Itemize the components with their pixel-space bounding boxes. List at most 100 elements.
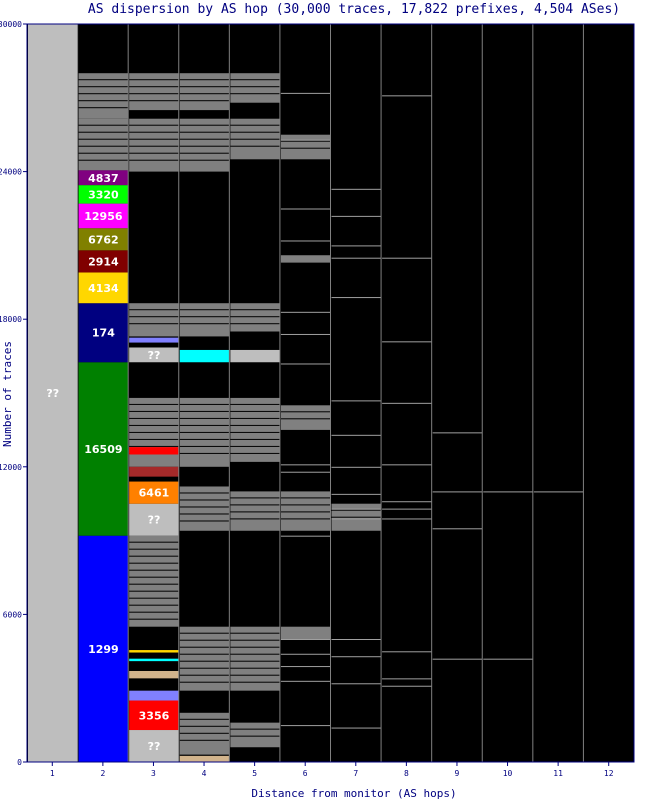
other-as-stripe (179, 138, 230, 140)
other-as-stripe (129, 424, 179, 426)
other-as-stripe (230, 145, 280, 147)
as-segment-hop3 (129, 466, 179, 477)
segment-label: 174 (92, 327, 115, 340)
segment-label: 1299 (88, 643, 119, 656)
other-as-stripe (230, 410, 280, 412)
other-as-stripe (129, 124, 179, 126)
other-as-stripe (230, 138, 280, 140)
as-boundary-line (280, 639, 331, 640)
as-segment-hop3 (129, 337, 179, 343)
as-segment-hop2-as-3320 (78, 185, 129, 204)
y-tick-label: 6000 (3, 610, 22, 619)
other-as-stripe (179, 131, 230, 133)
other-as-stripe (280, 418, 331, 420)
segment-label: 4837 (88, 172, 119, 185)
x-tick-label: 5 (252, 769, 257, 778)
bars-group (28, 24, 584, 762)
as-segment-hop3 (129, 658, 179, 662)
x-tick-label: 4 (202, 769, 207, 778)
y-tick-label: 18000 (0, 315, 22, 324)
other-as-stripe (230, 728, 280, 730)
other-as-stripe (129, 445, 179, 447)
as-segment-hop2-as-4837 (78, 170, 129, 186)
as-boundary-line (331, 245, 382, 247)
as-boundary-line (432, 432, 483, 434)
other-as-stripe (78, 131, 129, 133)
other-as-stripe (179, 492, 230, 494)
other-as-block-hop3 (129, 303, 179, 337)
other-as-stripe (280, 147, 331, 149)
other-as-stripe (78, 145, 129, 147)
other-as-stripe (230, 309, 280, 311)
as-segment-hop3-as-unknownunknown (129, 347, 179, 363)
other-as-stripe (280, 140, 331, 142)
other-as-block-hop4 (179, 303, 230, 337)
other-as-stripe (230, 79, 280, 81)
x-tick-label: 3 (151, 769, 156, 778)
other-as-block-hop6 (280, 626, 331, 639)
as-boundary-line (280, 471, 331, 473)
other-as-stripe (179, 653, 230, 655)
as-boundary-line (432, 528, 483, 530)
y-tick-label: 30000 (0, 20, 22, 29)
as-segment-hop3 (129, 650, 179, 653)
other-as-stripe (230, 667, 280, 669)
as-segment-hop5 (230, 349, 280, 363)
other-as-stripe (179, 424, 230, 426)
segment-label: 2914 (88, 255, 119, 268)
as-segment-hop4 (179, 349, 230, 363)
as-boundary-line (280, 666, 331, 668)
other-as-stripe (78, 79, 129, 81)
other-as-stripe (230, 681, 280, 683)
other-as-block-hop4 (179, 118, 230, 172)
other-as-stripe (129, 86, 179, 88)
as-boundary-line (382, 508, 432, 510)
other-as-stripe (129, 100, 179, 102)
as-segment-hop2-as-6762 (78, 228, 129, 251)
as-boundary-line (331, 683, 382, 685)
as-boundary-line (280, 240, 331, 242)
as-boundary-line (382, 501, 432, 503)
x-tick-label: 2 (100, 769, 105, 778)
as-boundary-line (331, 297, 382, 299)
other-as-stripe (129, 548, 179, 550)
other-as-stripe (129, 159, 179, 161)
as-boundary-line (382, 464, 432, 466)
x-tick-label: 1 (50, 769, 55, 778)
other-as-stripe (230, 124, 280, 126)
other-as-block-hop5 (230, 491, 280, 531)
other-as-block-hop4 (179, 73, 230, 111)
other-as-block-hop6 (280, 134, 331, 160)
other-as-stripe (230, 511, 280, 513)
other-as-stripe (129, 131, 179, 133)
other-as-stripe (129, 569, 179, 571)
other-as-stripe (179, 513, 230, 515)
as-segment-hop4 (179, 755, 230, 762)
other-as-stripe (129, 583, 179, 585)
as-segment-hop2-as-174 (78, 303, 129, 363)
other-as-stripe (230, 445, 280, 447)
other-as-stripe (230, 86, 280, 88)
other-as-stripe (331, 509, 382, 511)
other-as-stripe (179, 739, 230, 741)
other-as-stripe (230, 632, 280, 634)
other-as-stripe (129, 431, 179, 433)
other-as-stripe (230, 323, 280, 325)
other-as-stripe (78, 159, 129, 161)
as-boundary-line (331, 508, 382, 510)
segment-label: ?? (148, 514, 161, 527)
other-as-stripe (179, 145, 230, 147)
as-segment-hop3-as-unknownunknown (129, 730, 179, 762)
other-as-stripe (230, 131, 280, 133)
other-as-stripe (230, 518, 280, 520)
as-boundary-line (280, 725, 331, 727)
other-as-stripe (179, 410, 230, 412)
as-boundary-line (331, 257, 382, 259)
other-as-stripe (129, 309, 179, 311)
x-axis-label: Distance from monitor (AS hops) (251, 787, 456, 800)
other-as-block-hop6 (280, 255, 331, 263)
as-boundary-line (331, 434, 382, 436)
as-boundary-line (331, 188, 382, 190)
other-as-stripe (230, 735, 280, 737)
other-as-stripe (179, 159, 230, 161)
